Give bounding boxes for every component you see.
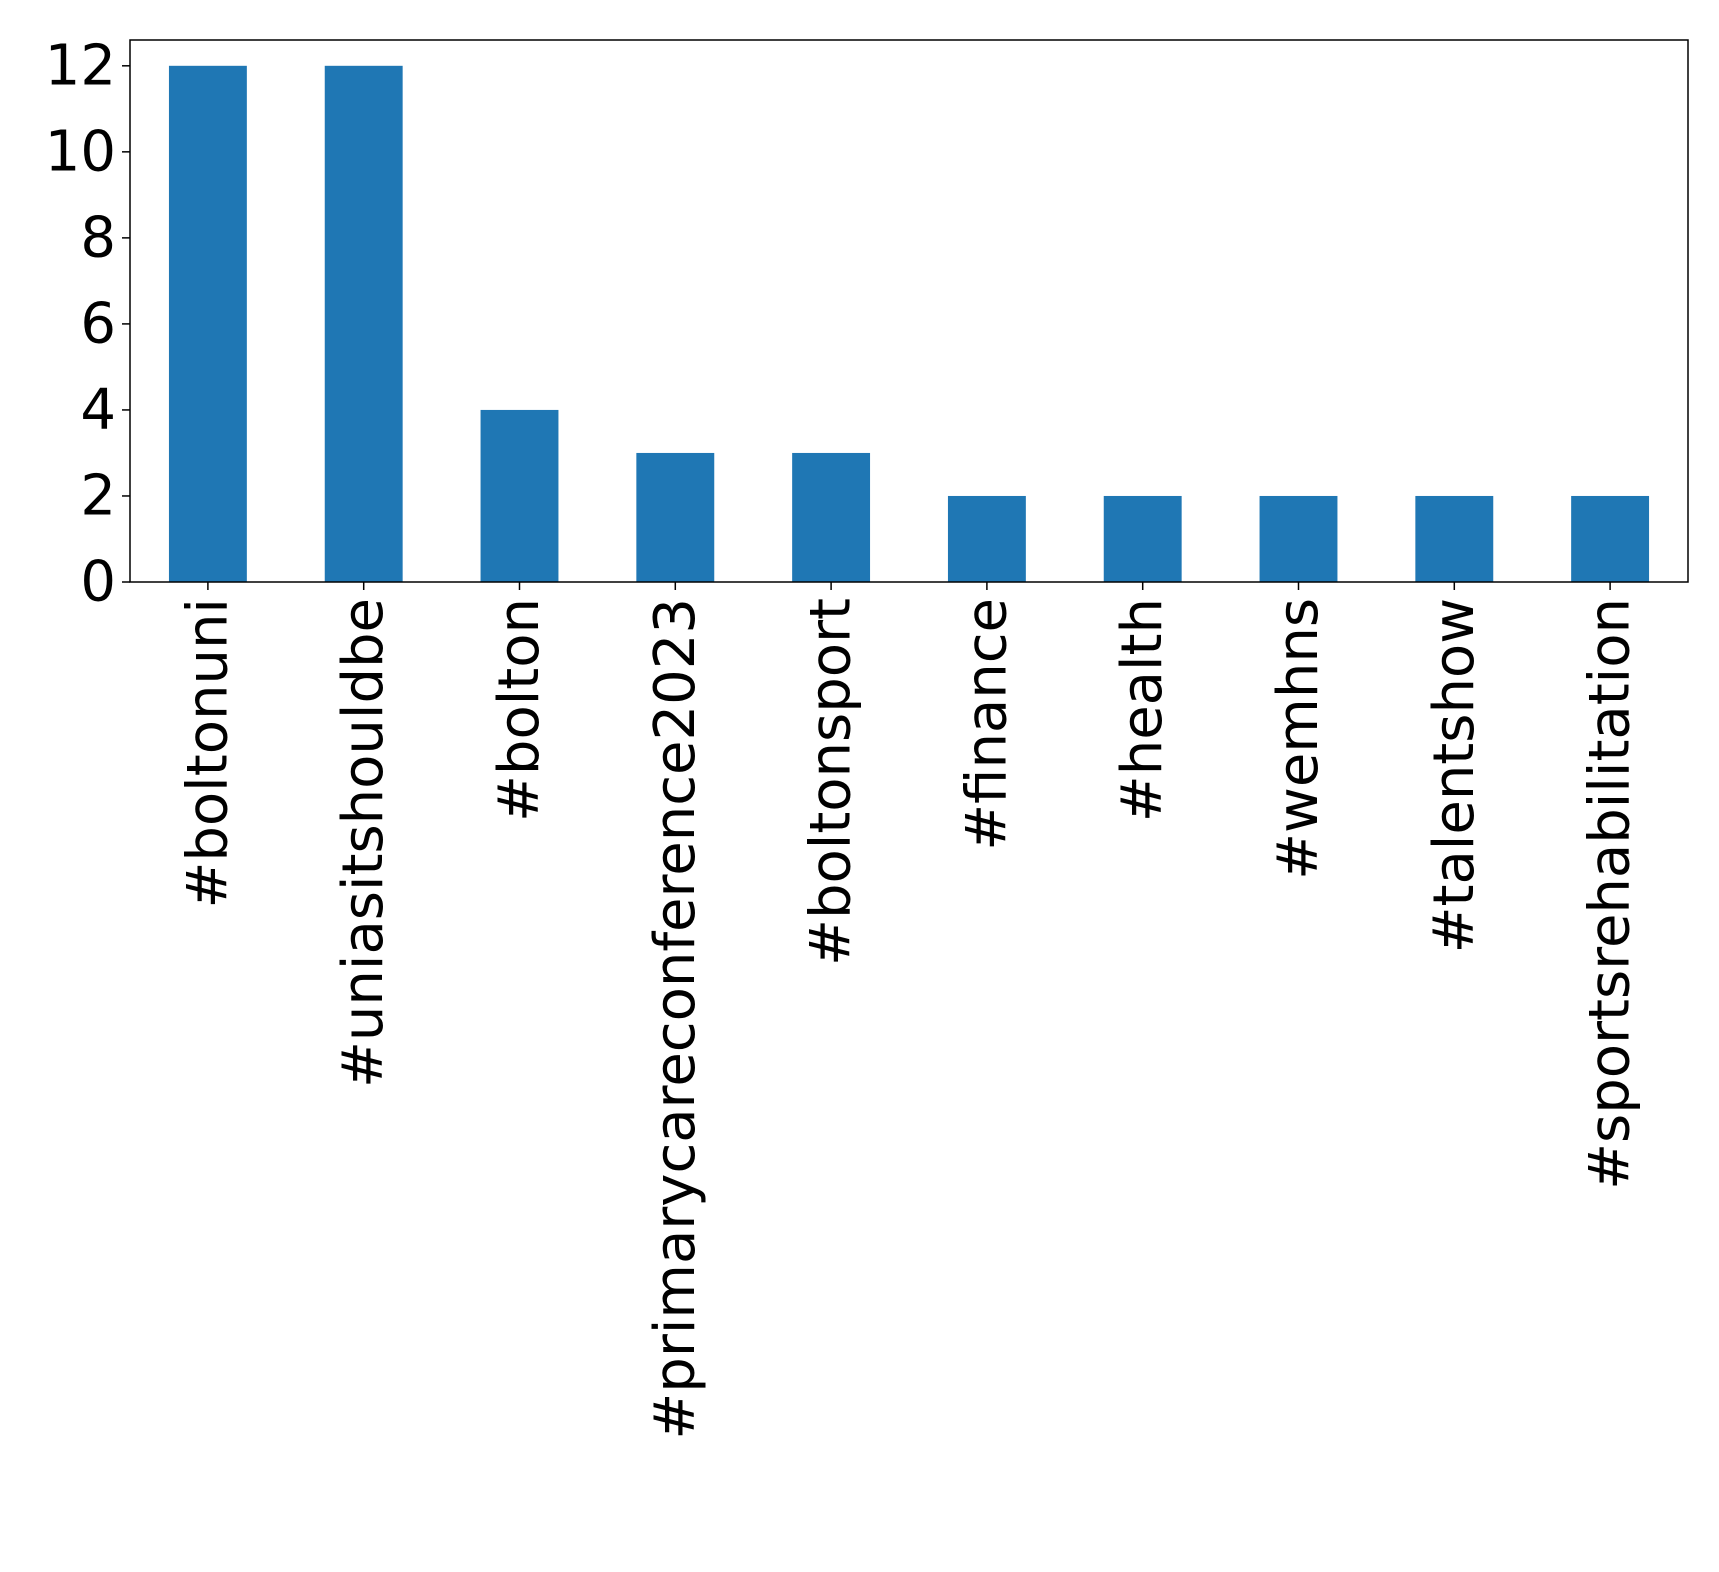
y-tick-label: 2 [80, 463, 116, 528]
bar-uniasitshouldbe [324, 65, 403, 583]
y-tick-label: 0 [80, 550, 116, 615]
bar-wemhns [1259, 495, 1338, 582]
bar-primarycareconference2023 [636, 452, 715, 582]
x-tick-label: #boltonsport [799, 598, 864, 966]
bar-boltonsport [792, 452, 871, 582]
y-tick-label: 12 [45, 33, 116, 98]
x-tick-label: #wemhns [1266, 598, 1331, 880]
bar-bolton [480, 409, 559, 582]
y-tick-label: 8 [80, 205, 116, 270]
bar-boltonuni [168, 65, 247, 583]
plot-frame [129, 39, 1689, 583]
x-tick-label: #health [1110, 598, 1175, 822]
bar-talentshow [1415, 495, 1494, 582]
x-axis: #boltonuni #uniasitshouldbe #bolton #primar… [175, 582, 1643, 1440]
bar-finance [947, 495, 1026, 582]
y-tick-label: 6 [80, 291, 116, 356]
x-tick-label: #bolton [487, 598, 552, 822]
x-tick-label: #finance [954, 598, 1019, 851]
bar-sportsrehabilitation [1571, 495, 1650, 582]
bars-layer [168, 65, 1650, 583]
y-axis: 0 2 4 6 8 10 12 [45, 33, 130, 615]
bar-health [1103, 495, 1182, 582]
y-tick-label: 4 [80, 377, 116, 442]
x-tick-label: #talentshow [1422, 598, 1487, 953]
x-tick-label: #uniasitshouldbe [331, 598, 396, 1088]
x-tick-label: #sportsrehabilitation [1578, 598, 1643, 1190]
x-tick-label: #primarycareconference2023 [643, 598, 708, 1440]
y-tick-label: 10 [45, 119, 116, 184]
x-tick-label: #boltonuni [175, 598, 240, 909]
